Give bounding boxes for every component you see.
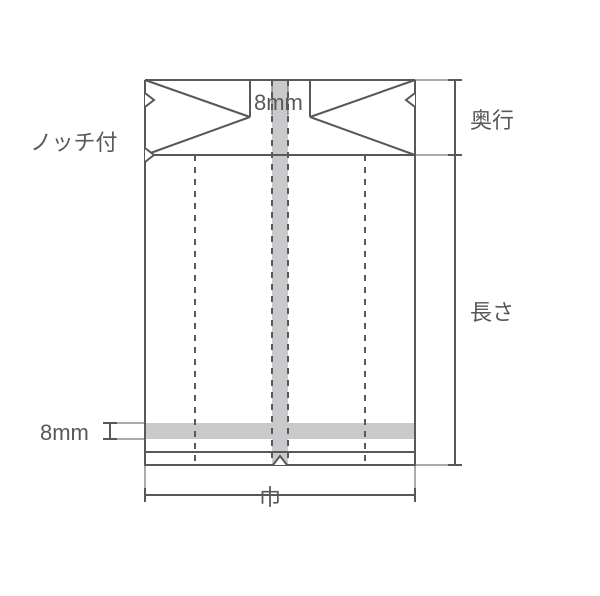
notch-icon	[145, 148, 154, 162]
notch-icon	[406, 93, 415, 107]
label-depth: 奥行	[470, 108, 514, 133]
bottom-seal	[145, 423, 415, 439]
bag-dimension-diagram: ノッチ付 奥行長さ巾 8mm 8mm	[0, 0, 600, 596]
gusset-diagonal	[145, 80, 250, 117]
gusset-diagonal	[310, 117, 415, 155]
label-notch: ノッチ付	[30, 130, 118, 155]
label-seal_v: 8mm	[254, 90, 303, 115]
label-length: 長さ	[470, 300, 514, 325]
label-seal_h: 8mm	[40, 420, 89, 445]
center-seal	[272, 80, 288, 465]
gusset-diagonal	[145, 117, 250, 155]
label-width: 巾	[259, 485, 281, 510]
gusset-diagonal	[310, 80, 415, 117]
notch-icon	[145, 93, 154, 107]
